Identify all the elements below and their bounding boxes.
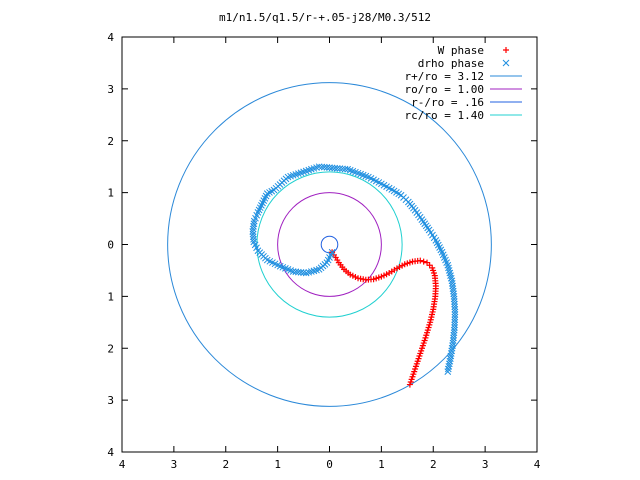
x-tick-label: 0 (326, 458, 333, 471)
drho-phase-point (446, 269, 454, 277)
drho-phase-point (333, 164, 341, 172)
drho-phase-point (448, 347, 456, 355)
circle-3 (256, 171, 403, 318)
drho-phase-point (446, 357, 454, 365)
drho-phase-point (447, 274, 455, 282)
drho-phase-point (447, 350, 455, 357)
y-tick-label: 4 (107, 31, 114, 44)
drho-phase-point (331, 164, 339, 172)
x-tick-label: 3 (171, 458, 178, 471)
w-phase-point (417, 257, 424, 264)
legend-plus-marker (503, 47, 509, 53)
x-tick-label: 1 (378, 458, 385, 471)
x-tick-label: 2 (430, 458, 437, 471)
data-series (249, 163, 459, 388)
drho-phase-point (450, 295, 458, 303)
drho-phase-point (315, 163, 323, 171)
x-tick-label: 2 (222, 458, 229, 471)
drho-phase-point (328, 164, 336, 172)
drho-phase-point (341, 165, 349, 173)
drho-phase-point (339, 165, 346, 173)
drho-phase-point (447, 352, 455, 360)
legend-x-marker (502, 59, 510, 67)
x-tick-label: 4 (119, 458, 126, 471)
chart-title: m1/n1.5/q1.5/r-+.05-j28/M0.3/512 (219, 11, 431, 24)
w-phase-point (420, 258, 427, 265)
drho-phase-point (451, 308, 459, 316)
y-tick-label: 2 (107, 342, 114, 355)
drho-phase-point (444, 365, 452, 373)
x-tick-label: 1 (274, 458, 281, 471)
legend-label: r+/ro = 3.12 (405, 70, 484, 83)
x-tick-label: 4 (534, 458, 541, 471)
series-0 (329, 249, 439, 388)
drho-phase-point (445, 363, 453, 370)
drho-phase-point (448, 344, 456, 352)
y-tick-label: 1 (107, 187, 114, 200)
drho-phase-point (326, 164, 333, 171)
y-tick-label: 4 (107, 446, 114, 459)
drho-phase-point (451, 316, 459, 324)
drho-phase-point (292, 268, 300, 276)
drho-phase-point (450, 298, 458, 305)
drho-phase-point (449, 339, 457, 347)
drho-phase-point (451, 305, 459, 313)
drho-phase-point (449, 342, 456, 350)
y-tick-label: 1 (107, 290, 114, 303)
w-phase-point (406, 381, 413, 388)
series-1 (249, 163, 459, 375)
y-tick-label: 3 (107, 394, 114, 407)
drho-phase-point (320, 163, 328, 171)
drho-phase-point (445, 267, 453, 274)
circle-1 (277, 192, 382, 297)
drho-phase-point (445, 264, 452, 272)
x-tick-label: 3 (482, 458, 489, 471)
legend-label: W phase (438, 44, 484, 57)
legend-label: drho phase (418, 57, 484, 70)
circle-0 (167, 82, 492, 407)
drho-phase-point (451, 321, 458, 329)
y-tick-label: 0 (107, 239, 114, 252)
drho-phase-point (444, 368, 452, 375)
drho-phase-point (447, 355, 454, 362)
drho-phase-point (447, 272, 454, 279)
y-tick-label: 2 (107, 135, 114, 148)
drho-phase-point (444, 261, 452, 269)
drho-phase-point (451, 318, 459, 326)
y-tick-label: 3 (107, 83, 114, 96)
drho-phase-point (451, 311, 459, 318)
drho-phase-point (249, 230, 257, 238)
reference-circles (167, 82, 492, 407)
legend-label: ro/ro = 1.00 (405, 83, 484, 96)
drho-phase-point (318, 163, 326, 171)
drho-phase-point (445, 360, 453, 368)
drho-phase-point (250, 220, 258, 228)
drho-phase-point (451, 300, 458, 308)
drho-phase-point (336, 165, 344, 172)
legend-label: r-/ro = .16 (411, 96, 484, 109)
legend-label: rc/ro = 1.40 (405, 109, 484, 122)
drho-phase-point (323, 164, 331, 171)
drho-phase-point (450, 293, 458, 300)
drho-phase-point (451, 313, 459, 321)
drho-phase-point (451, 303, 459, 311)
